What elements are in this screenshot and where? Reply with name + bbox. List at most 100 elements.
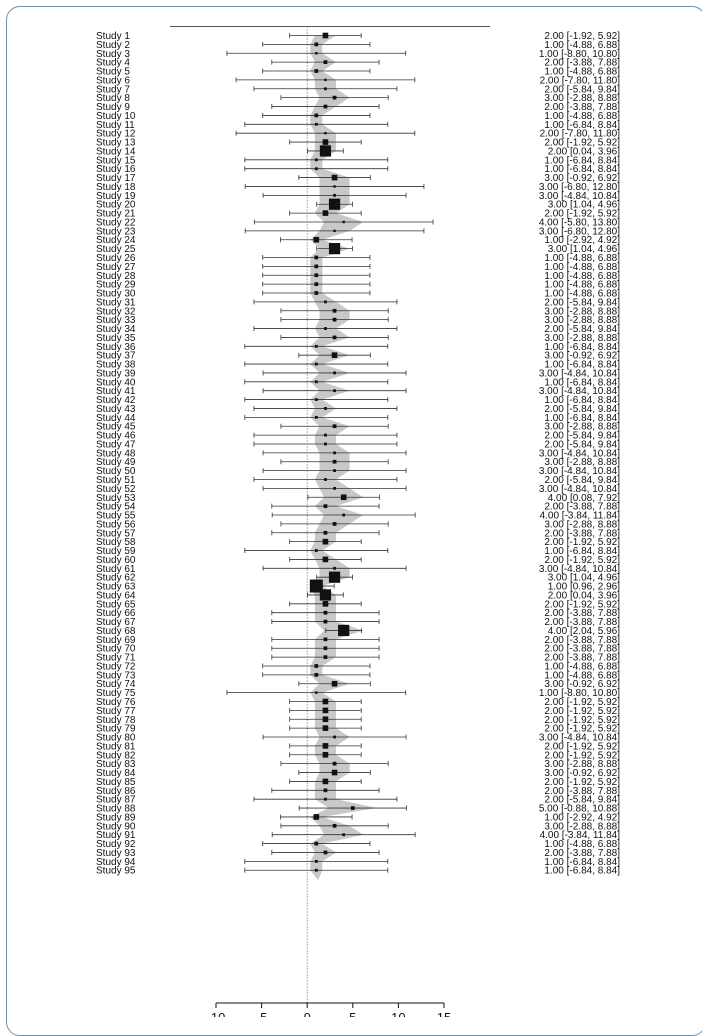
study-row: Study 36 1.00 [-6.84, 8.84] <box>96 342 620 353</box>
estimate-marker <box>313 236 320 243</box>
estimate-marker <box>322 743 329 749</box>
estimate-marker <box>314 291 319 295</box>
study-label: Study 82 <box>96 750 136 761</box>
ci-text: 1.00 [-8.80, 10.80] <box>539 688 620 699</box>
ci-text: 2.00 [-1.92, 5.92] <box>544 697 620 708</box>
ci-text: 1.00 [-2.92, 4.92] <box>544 235 620 246</box>
estimate-marker <box>332 823 337 828</box>
ci-text: 2.00 [-1.92, 5.92] <box>544 555 620 566</box>
estimate-marker <box>314 282 319 287</box>
ci-text: 5.00 [-0.88, 10.88] <box>539 804 620 815</box>
study-label: Study 89 <box>96 812 136 823</box>
study-label: Study 43 <box>96 404 136 415</box>
study-label: Study 71 <box>96 653 136 664</box>
ci-text: 2.00 [0.04, 3.96] <box>548 590 621 601</box>
estimate-marker <box>333 451 336 455</box>
estimate-marker <box>314 167 318 171</box>
ci-text: 2.00 [-3.88, 7.88] <box>544 644 620 655</box>
estimate-marker <box>323 504 328 509</box>
study-label: Study 74 <box>96 679 136 690</box>
ci-text: 1.00 [-6.84, 8.84] <box>544 857 620 868</box>
ci-text: 3.00 [-0.92, 6.92] <box>544 768 620 779</box>
ci-text: 2.00 [-1.92, 5.92] <box>544 706 620 717</box>
estimate-marker <box>323 655 328 659</box>
estimate-marker <box>324 407 327 410</box>
study-label: Study 31 <box>96 297 136 308</box>
study-label: Study 92 <box>96 839 136 850</box>
estimate-marker <box>319 145 332 157</box>
ci-text: 2.00 [-1.92, 5.92] <box>544 599 620 610</box>
estimate-marker <box>322 751 329 758</box>
estimate-marker <box>332 335 337 340</box>
ci-text: 3.00 [-2.88, 8.88] <box>544 519 620 530</box>
study-label: Study 24 <box>96 235 136 246</box>
estimate-marker <box>324 327 327 330</box>
study-label: Study 65 <box>96 599 136 610</box>
estimate-marker <box>314 549 318 552</box>
study-row: Study 45 3.00 [-2.88, 8.88] <box>96 422 620 433</box>
study-row: Study 68 4.00 [2.04, 5.96] <box>96 624 620 637</box>
x-tick-label: 5 <box>349 1010 356 1017</box>
study-label: Study 40 <box>96 377 136 388</box>
estimate-marker <box>331 680 338 687</box>
study-row: Study 32 3.00 [-2.88, 8.88] <box>96 306 620 317</box>
study-row: Study 16 1.00 [-6.84, 8.84] <box>96 164 620 175</box>
estimate-marker <box>333 486 336 490</box>
study-label: Study 1 <box>96 31 130 42</box>
study-label: Study 35 <box>96 333 136 344</box>
estimate-marker <box>314 398 318 401</box>
study-label: Study 37 <box>96 351 136 362</box>
study-row: Study 61 3.00 [-4.84, 10.84] <box>96 564 620 575</box>
estimate-marker <box>314 113 319 118</box>
ci-text: 2.00 [-1.92, 5.92] <box>544 750 620 761</box>
study-label: Study 5 <box>96 67 130 78</box>
study-row: Study 79 2.00 [-1.92, 5.92] <box>96 724 620 735</box>
study-label: Study 57 <box>96 528 136 539</box>
study-row: Study 11 1.00 [-6.84, 8.84] <box>96 120 620 131</box>
study-label: Study 90 <box>96 821 136 832</box>
study-label: Study 83 <box>96 759 136 770</box>
estimate-marker <box>333 566 336 570</box>
estimate-marker <box>328 243 341 255</box>
study-row: Study 81 2.00 [-1.92, 5.92] <box>96 741 620 752</box>
ci-text: 3.00 [-6.80, 12.80] <box>539 182 620 193</box>
ci-text: 1.00 [-4.88, 6.88] <box>544 262 620 273</box>
ci-text: 2.00 [-5.84, 9.84] <box>544 324 620 335</box>
estimate-marker <box>342 513 346 517</box>
study-label: Study 70 <box>96 644 136 655</box>
study-label: Study 7 <box>96 84 130 95</box>
study-row: Study 46 2.00 [-5.84, 9.84] <box>96 431 620 442</box>
study-row: Study 60 2.00 [-1.92, 5.92] <box>96 555 620 566</box>
estimate-marker <box>331 352 338 358</box>
estimate-marker <box>323 646 328 651</box>
study-row: Study 29 1.00 [-4.88, 6.88] <box>96 280 620 291</box>
estimate-marker <box>313 814 320 820</box>
ci-text: 2.00 [-7.80, 11.80] <box>540 129 621 140</box>
study-row: Study 27 1.00 [-4.88, 6.88] <box>96 262 620 273</box>
study-row: Study 48 3.00 [-4.84, 10.84] <box>96 448 620 459</box>
study-row: Study 78 2.00 [-1.92, 5.92] <box>96 715 620 726</box>
study-row: Study 44 1.00 [-6.84, 8.84] <box>96 413 620 424</box>
study-label: Study 79 <box>96 724 136 735</box>
study-label: Study 55 <box>96 511 136 522</box>
study-label: Study 53 <box>96 493 136 504</box>
study-row: Study 35 3.00 [-2.88, 8.88] <box>96 333 620 344</box>
ci-text: 2.00 [-3.88, 7.88] <box>544 848 620 859</box>
study-row: Study 7 2.00 [-5.84, 9.84] <box>96 84 620 95</box>
study-row: Study 54 2.00 [-3.88, 7.88] <box>96 502 620 513</box>
study-row: Study 5 1.00 [-4.88, 6.88] <box>96 67 620 78</box>
study-label: Study 69 <box>96 635 136 646</box>
ci-text: 1.00 [-4.88, 6.88] <box>544 40 620 51</box>
study-row: Study 3 1.00 [-8.80, 10.80] <box>96 49 620 60</box>
ci-text: 3.00 [-2.88, 8.88] <box>544 422 620 433</box>
ci-text: 4.00 [0.08, 7.92] <box>548 493 621 504</box>
study-label: Study 61 <box>96 564 136 575</box>
ci-text: 2.00 [-3.88, 7.88] <box>544 608 620 619</box>
study-label: Study 52 <box>96 484 136 495</box>
study-label: Study 95 <box>96 866 136 877</box>
shaded-band-group <box>310 35 377 881</box>
ci-text: 1.00 [-4.88, 6.88] <box>544 661 620 672</box>
study-label: Study 47 <box>96 439 136 450</box>
ci-text: 2.00 [-1.92, 5.92] <box>544 777 620 788</box>
study-label: Study 85 <box>96 777 136 788</box>
